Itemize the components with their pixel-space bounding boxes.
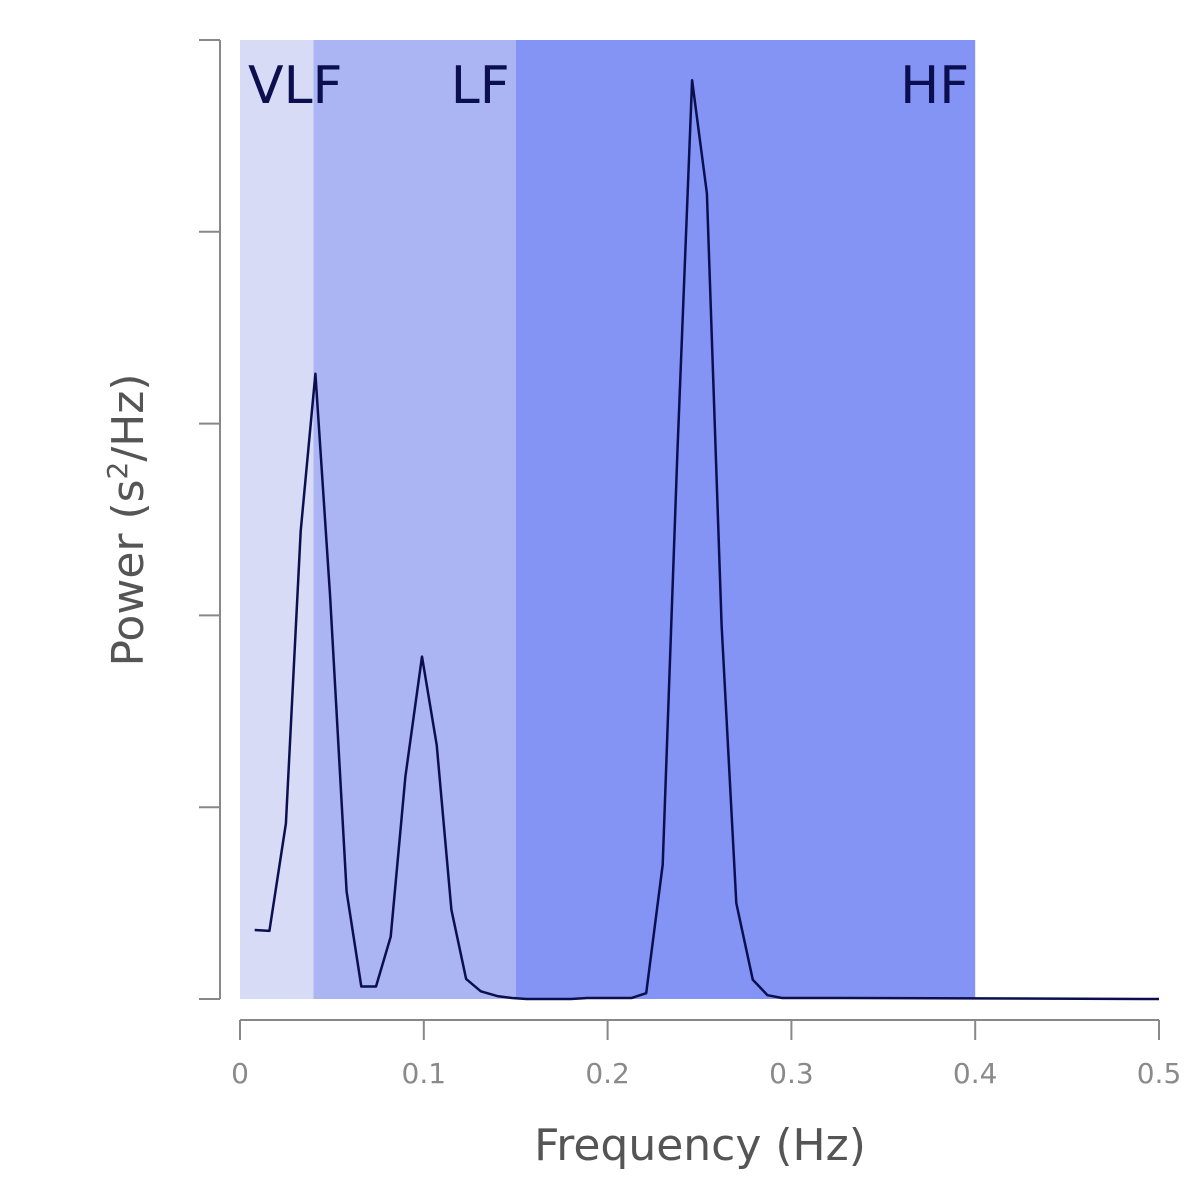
x-tick-label: 0.4 (953, 1057, 998, 1090)
y-axis (199, 39, 221, 1000)
bands-layer (240, 40, 976, 999)
x-tick-label: 0 (231, 1057, 249, 1090)
x-tick-label: 0.2 (585, 1057, 630, 1090)
band-labels: VLF LF HF (248, 56, 969, 116)
band-hf (515, 40, 976, 999)
band-label-vlf: VLF (248, 56, 342, 116)
power-spectrum-line (254, 79, 1160, 1001)
y-axis-title-superscript: 2 (101, 462, 134, 480)
x-axis-title: Frequency (Hz) (534, 1120, 866, 1171)
x-axis: 0 0.1 0.2 0.3 0.4 0.5 (231, 1019, 1182, 1090)
x-tick-label: 0.1 (402, 1057, 447, 1090)
band-label-hf: HF (900, 56, 969, 116)
x-tick-label: 0.5 (1137, 1057, 1182, 1090)
band-label-lf: LF (451, 56, 510, 116)
x-tick-label: 0.3 (769, 1057, 814, 1090)
band-lf (313, 40, 516, 999)
y-axis-title: Power (s2/Hz) (101, 373, 154, 666)
y-axis-title-tail: /Hz) (103, 373, 154, 461)
y-axis-title-main: Power (s (103, 479, 154, 666)
